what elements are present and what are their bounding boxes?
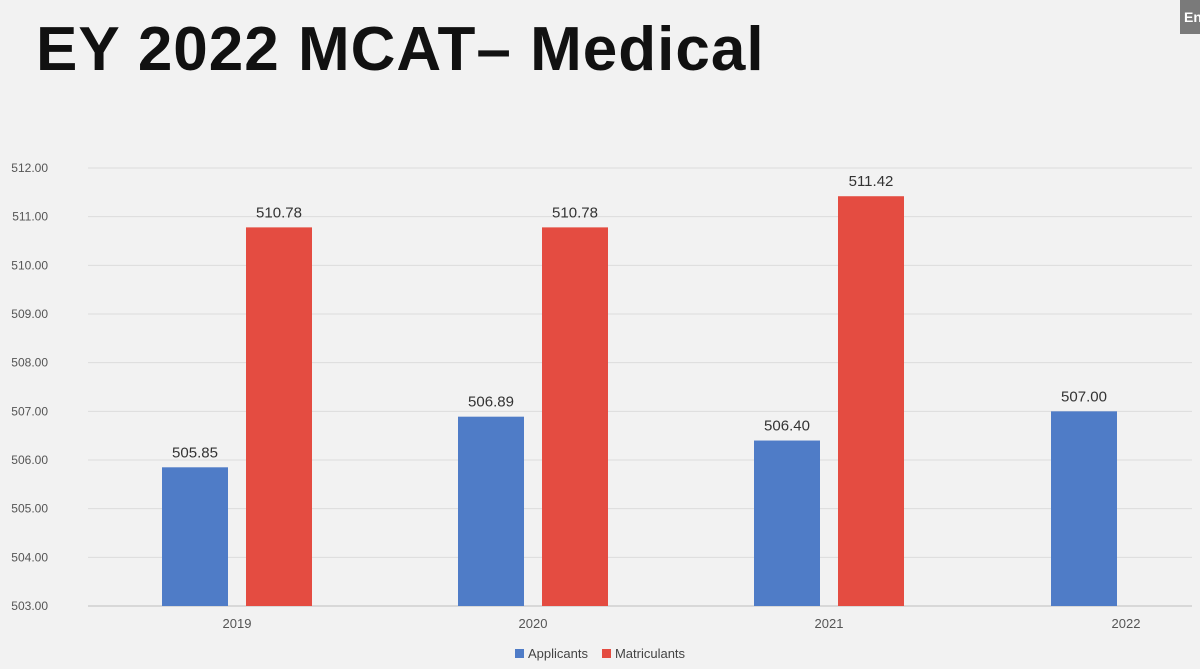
- legend-label-matriculants: Matriculants: [614, 646, 686, 661]
- legend-swatch-applicants: [514, 649, 524, 658]
- x-tick-label: 2019: [223, 616, 252, 631]
- y-tick-label: 509.00: [11, 307, 48, 321]
- data-label-applicants-2022: 507.00: [1061, 388, 1107, 405]
- bar-applicants-2020: [458, 416, 524, 606]
- corner-badge: En: [1180, 0, 1200, 34]
- x-tick-label: 2020: [519, 616, 548, 631]
- x-tick-label: 2022: [1112, 616, 1141, 631]
- legend-label-applicants: Applicants: [527, 646, 588, 661]
- bar-matriculants-2021: [838, 196, 904, 606]
- data-label-applicants-2020: 506.89: [468, 394, 514, 411]
- data-label-applicants-2021: 506.40: [764, 418, 810, 435]
- data-label-applicants-2019: 505.85: [172, 444, 218, 461]
- data-label-matriculants-2019: 510.78: [256, 204, 302, 221]
- bar-applicants-2021: [754, 440, 820, 606]
- slide-title: EY 2022 MCAT– Medical: [36, 15, 765, 84]
- data-label-matriculants-2020: 510.78: [552, 204, 598, 221]
- data-label-matriculants-2021: 511.42: [849, 173, 894, 190]
- y-tick-label: 508.00: [11, 356, 48, 370]
- bar-matriculants-2019: [246, 227, 312, 606]
- y-tick-label: 504.00: [11, 550, 48, 564]
- y-tick-label: 503.00: [11, 599, 48, 613]
- chart-legend: Applicants Matriculants: [0, 646, 1200, 661]
- legend-item-applicants: Applicants: [514, 646, 588, 661]
- y-tick-label: 505.00: [11, 502, 48, 516]
- bar-matriculants-2020: [542, 227, 608, 606]
- legend-swatch-matriculants: [601, 649, 611, 658]
- y-tick-label: 512.00: [11, 161, 48, 175]
- y-tick-label: 510.00: [11, 258, 48, 272]
- x-tick-label: 2021: [815, 616, 844, 631]
- y-tick-label: 506.00: [11, 453, 48, 467]
- bar-applicants-2019: [162, 467, 228, 606]
- y-tick-label: 511.00: [12, 210, 48, 224]
- bar-applicants-2022: [1051, 411, 1117, 606]
- y-tick-label: 507.00: [11, 404, 48, 418]
- legend-item-matriculants: Matriculants: [601, 646, 686, 661]
